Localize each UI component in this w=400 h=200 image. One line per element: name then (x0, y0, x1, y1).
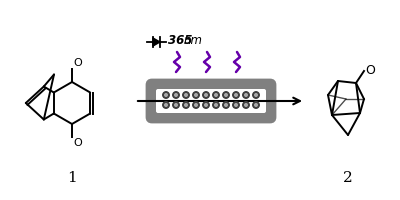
Circle shape (203, 92, 209, 98)
Circle shape (175, 104, 177, 106)
Circle shape (195, 94, 197, 96)
Circle shape (185, 94, 187, 96)
Circle shape (175, 94, 177, 96)
Circle shape (253, 102, 259, 108)
Circle shape (235, 94, 237, 96)
Circle shape (215, 94, 217, 96)
Circle shape (233, 102, 239, 108)
Text: O: O (73, 58, 82, 68)
Circle shape (245, 104, 247, 106)
Circle shape (223, 102, 229, 108)
Polygon shape (153, 38, 160, 46)
Circle shape (255, 94, 257, 96)
FancyBboxPatch shape (156, 89, 266, 113)
Text: 1: 1 (67, 171, 77, 185)
FancyBboxPatch shape (147, 80, 275, 122)
Circle shape (235, 104, 237, 106)
Circle shape (163, 92, 169, 98)
Circle shape (183, 102, 189, 108)
Circle shape (163, 102, 169, 108)
Circle shape (205, 104, 207, 106)
Circle shape (243, 92, 249, 98)
Circle shape (205, 94, 207, 96)
Circle shape (173, 102, 179, 108)
Circle shape (193, 92, 199, 98)
Circle shape (213, 92, 219, 98)
Circle shape (215, 104, 217, 106)
Circle shape (165, 104, 167, 106)
Text: 365: 365 (168, 34, 192, 47)
Text: O: O (73, 138, 82, 148)
Circle shape (185, 104, 187, 106)
Circle shape (223, 92, 229, 98)
Circle shape (253, 92, 259, 98)
Circle shape (225, 104, 227, 106)
Text: 2: 2 (343, 171, 353, 185)
Text: O: O (365, 64, 375, 77)
Circle shape (213, 102, 219, 108)
Circle shape (203, 102, 209, 108)
Circle shape (183, 92, 189, 98)
Circle shape (193, 102, 199, 108)
Text: nm: nm (184, 34, 203, 47)
Circle shape (255, 104, 257, 106)
Circle shape (195, 104, 197, 106)
Circle shape (243, 102, 249, 108)
Circle shape (225, 94, 227, 96)
Circle shape (165, 94, 167, 96)
Circle shape (233, 92, 239, 98)
Circle shape (173, 92, 179, 98)
Circle shape (245, 94, 247, 96)
